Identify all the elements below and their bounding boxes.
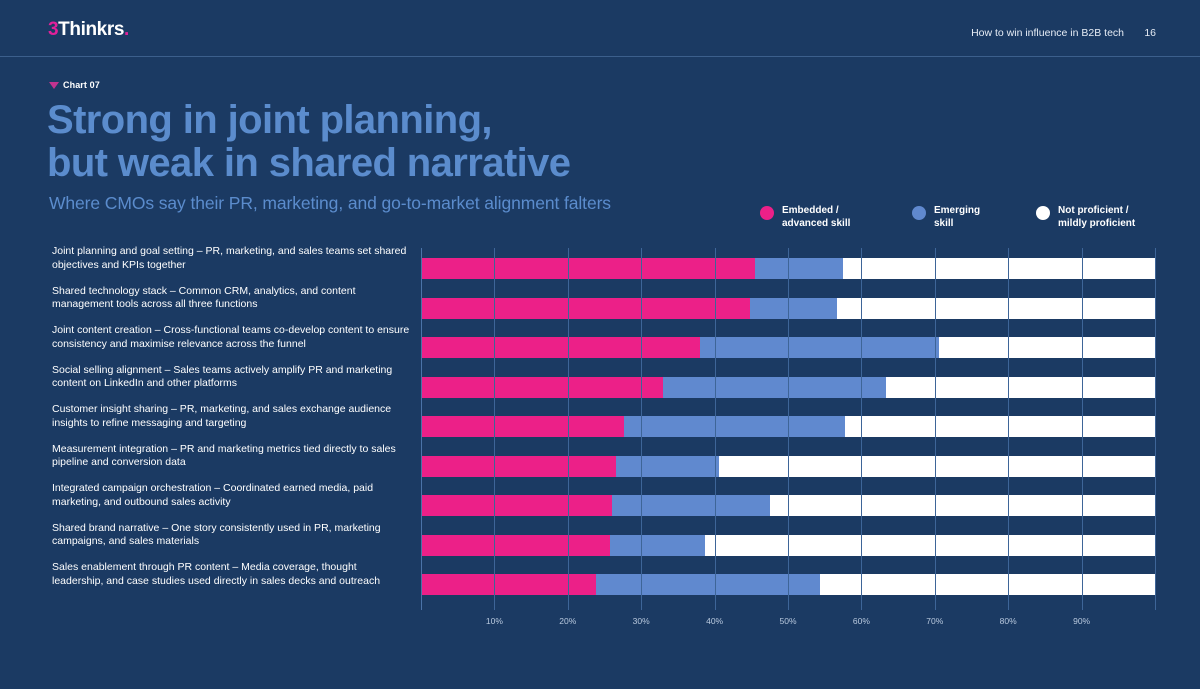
bar-segment: [843, 258, 1155, 279]
legend-label: Not proficient / mildly proficient: [1058, 205, 1136, 229]
x-axis: 10% 20% 30% 40% 50% 60% 70% 80% 90%: [421, 616, 1155, 632]
page-number: 16: [1144, 27, 1156, 39]
bar-segment: [939, 337, 1155, 358]
bar-row: [421, 495, 1155, 516]
bar-segment: [595, 574, 820, 595]
bar-row: [421, 455, 1155, 477]
bar-row: [421, 337, 1155, 358]
bar-segment: [663, 376, 887, 398]
gridline: [1155, 248, 1156, 610]
x-axis-tick-label: 10%: [485, 616, 503, 626]
bar-segment: [421, 416, 625, 437]
bar-segment: [609, 534, 706, 556]
legend-label: Emerging skill: [934, 205, 981, 229]
category-label: Joint planning and goal setting – PR, ma…: [52, 245, 407, 271]
category-label: Shared brand narrative – One story consi…: [52, 521, 381, 548]
category-label: Sales enablement through PR content – Me…: [52, 561, 381, 587]
gridline: [788, 248, 789, 610]
bar-segment: [421, 495, 612, 516]
plot-area: [421, 248, 1156, 610]
gridline: [934, 248, 936, 610]
gridline: [1008, 248, 1010, 610]
category-label: Shared technology stack – Common CRM, an…: [52, 284, 356, 311]
bar-segment: [844, 416, 1155, 437]
bar-segment: [705, 534, 1155, 556]
document-title: How to win influence in B2B tech: [971, 27, 1124, 39]
x-axis-tick-label: 80%: [999, 616, 1017, 626]
legend-item-emerging: Emerging skill: [912, 205, 980, 231]
category-label: Measurement integration – PR and marketi…: [52, 442, 396, 469]
gridline: [641, 248, 643, 610]
bar-segment: [421, 297, 750, 319]
bar-segment: [770, 495, 1155, 516]
category-label: Social selling alignment – Sales teams a…: [52, 363, 393, 390]
legend-label: Embedded / advanced skill: [782, 205, 851, 229]
chart-eyebrow: Chart 07: [49, 80, 100, 90]
bar-row: [421, 376, 1155, 398]
stacked-bar-chart: [0, 248, 1200, 638]
x-axis-tick-label: 30%: [632, 616, 650, 626]
brand-logo: 3Thinkrs.: [48, 19, 129, 41]
bar-segment: [754, 258, 844, 279]
bar-segment: [749, 297, 838, 319]
category-label: Customer insight sharing – PR, marketing…: [52, 403, 392, 429]
page-subtitle: Where CMOs say their PR, marketing, and …: [49, 193, 611, 213]
legend-item-not-proficient: Not proficient / mildly proficient: [1036, 205, 1135, 231]
category-label: Integrated campaign orchestration – Coor…: [52, 482, 374, 508]
legend-item-embedded: Embedded / advanced skill: [760, 205, 850, 231]
legend-swatch-icon: [760, 206, 774, 220]
gridline: [567, 248, 569, 610]
page-header: 3Thinkrs. How to win influence in B2B te…: [0, 0, 1200, 57]
bar-segment: [611, 495, 771, 516]
bar-segment: [421, 337, 700, 358]
chart-eyebrow-label: Chart 07: [63, 80, 100, 90]
x-axis-tick-label: 60%: [852, 616, 870, 626]
bar-row: [421, 534, 1155, 556]
chart-legend: Embedded / advanced skill Emerging skill…: [760, 205, 1170, 239]
gridline: [494, 248, 496, 610]
bar-row: [421, 574, 1155, 595]
bar-segment: [421, 376, 664, 398]
bar-segment: [719, 455, 1155, 477]
page-title: Strong in joint planning, but weak in sh…: [47, 98, 571, 186]
bar-segment: [819, 574, 1155, 595]
bar-row: [421, 416, 1155, 437]
logo-dot: .: [124, 19, 129, 40]
bar-segment: [421, 534, 610, 556]
bar-rows: [421, 248, 1155, 610]
x-axis-tick-label: 20%: [559, 616, 577, 626]
x-axis-tick-label: 50%: [779, 616, 797, 626]
gridline: [1081, 248, 1083, 610]
gridline: [861, 248, 863, 610]
bar-row: [421, 258, 1155, 279]
x-axis-tick-label: 90%: [1073, 616, 1091, 626]
bar-segment: [421, 258, 755, 279]
logo-three: 3: [48, 19, 59, 40]
bar-segment: [837, 297, 1155, 319]
x-axis-tick-label: 70%: [926, 616, 944, 626]
bar-segment: [886, 376, 1155, 398]
bar-segment: [624, 416, 845, 437]
bar-segment: [421, 574, 596, 595]
bar-segment: [421, 455, 617, 477]
category-label: Joint content creation – Cross-functiona…: [52, 324, 410, 350]
category-label-list: Joint planning and goal setting – PR, ma…: [0, 245, 410, 628]
bar-row: [421, 297, 1155, 319]
bar-segment: [699, 337, 940, 358]
legend-swatch-icon: [912, 206, 926, 220]
legend-swatch-icon: [1036, 206, 1050, 220]
triangle-down-icon: [49, 81, 59, 89]
bar-segment: [616, 455, 719, 477]
logo-name: Thinkrs: [58, 19, 124, 40]
gridline: [714, 248, 716, 610]
gridline: [421, 248, 422, 610]
x-axis-tick-label: 40%: [706, 616, 724, 626]
